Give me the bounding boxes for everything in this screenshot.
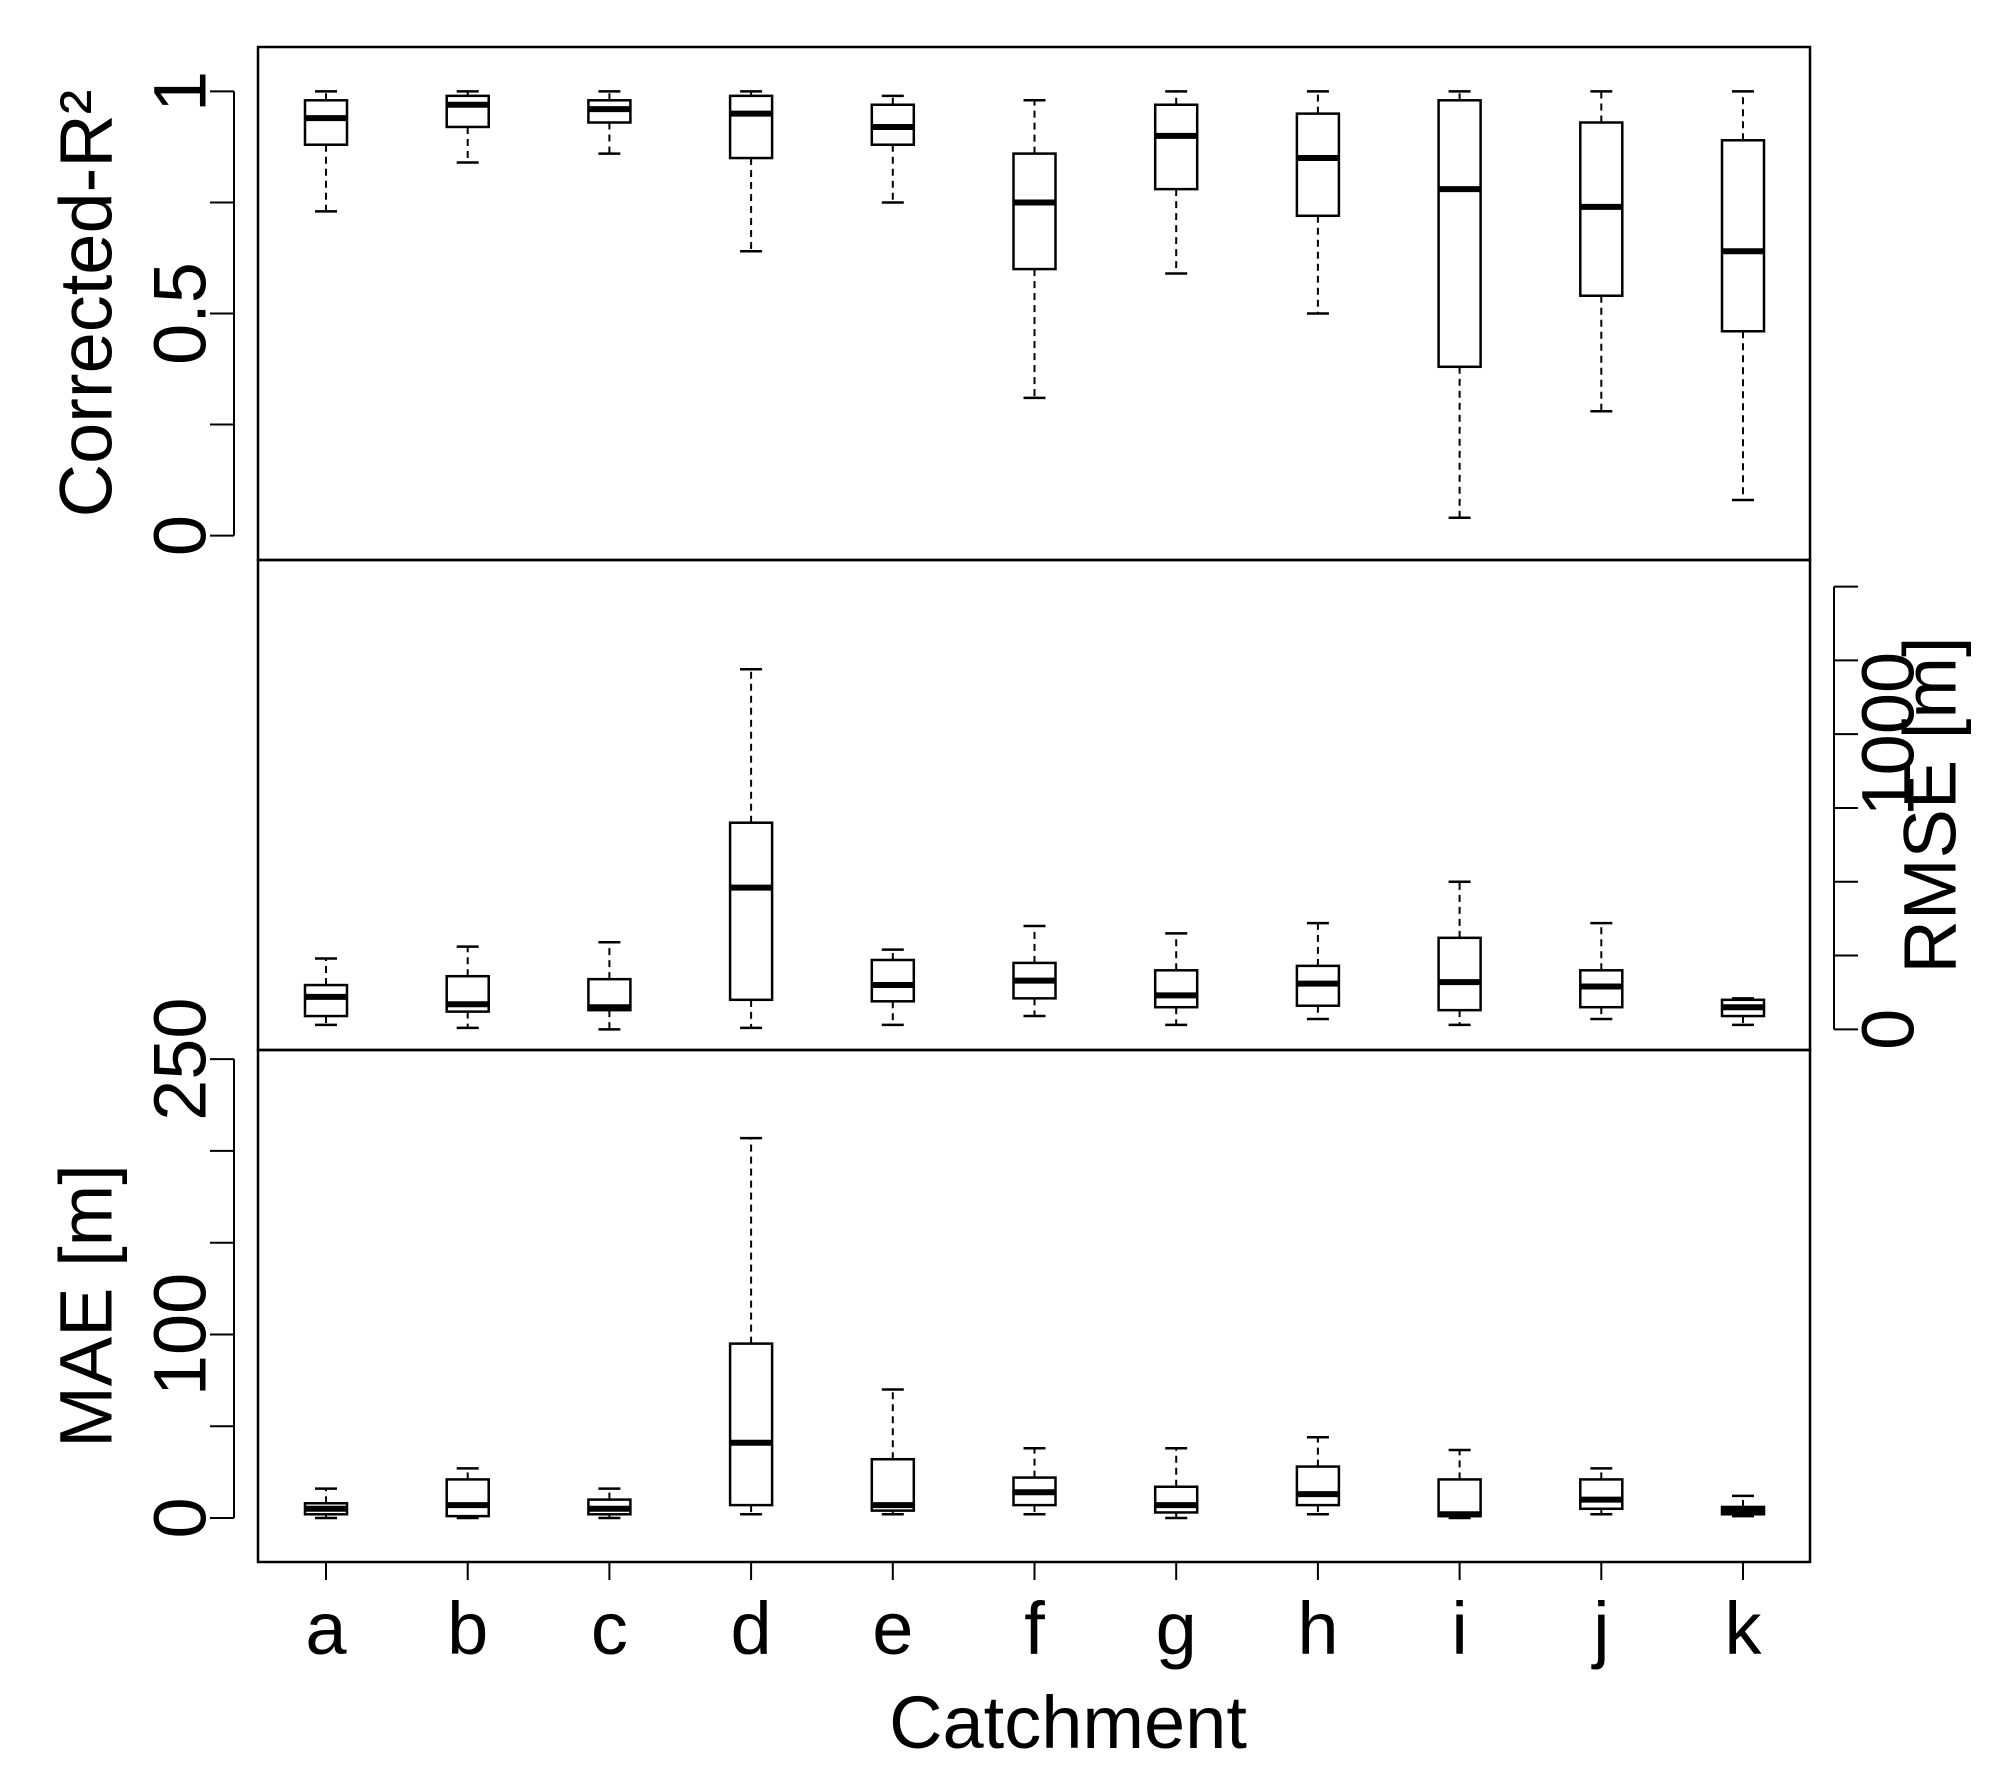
iqr-box: [445, 1478, 490, 1518]
box-mae-f: [1012, 1446, 1057, 1516]
box-mae-j: [1579, 1467, 1624, 1516]
iqr-box: [303, 983, 349, 1018]
box-r2-i: [1437, 90, 1482, 520]
iqr-box: [1437, 99, 1482, 369]
box-r2-a: [303, 90, 349, 213]
box-r2-j: [1579, 90, 1624, 413]
x-tick-label-j: j: [1591, 1587, 1609, 1670]
iqr-box: [1153, 1485, 1199, 1514]
iqr-box: [303, 99, 349, 146]
box-mae-g: [1153, 1446, 1199, 1520]
box-mae-h: [1295, 1435, 1341, 1516]
x-tick-label-b: b: [447, 1587, 488, 1670]
box-mae-k: [1720, 1494, 1766, 1518]
iqr-box: [728, 94, 774, 160]
iqr-box: [1295, 112, 1341, 218]
iqr-box: [1579, 1478, 1624, 1511]
boxes-layer: [303, 90, 1766, 1520]
iqr-box: [445, 94, 490, 129]
x-tick-label-i: i: [1451, 1587, 1467, 1670]
y-tick-label-mae: 0: [139, 1497, 222, 1538]
box-rmse-f: [1012, 924, 1057, 1018]
box-mae-d: [728, 1136, 774, 1516]
iqr-box: [1012, 152, 1057, 271]
x-tick-label-k: k: [1725, 1587, 1763, 1670]
box-r2-c: [587, 90, 632, 155]
box-mae-a: [303, 1487, 349, 1520]
iqr-box: [1295, 1465, 1341, 1507]
box-rmse-k: [1720, 997, 1766, 1027]
box-r2-h: [1295, 90, 1341, 315]
iqr-box: [1153, 969, 1199, 1009]
x-tick-label-c: c: [591, 1587, 628, 1670]
box-rmse-h: [1295, 921, 1341, 1021]
iqr-box: [1153, 103, 1199, 191]
box-mae-i: [1437, 1448, 1482, 1520]
iqr-box: [1720, 139, 1766, 333]
y-axis-title-r2: Corrected-R²: [45, 90, 128, 518]
y-tick-label-rmse: 1000: [1847, 652, 1930, 817]
axes-layer: [210, 90, 1858, 1580]
box-rmse-d: [728, 667, 774, 1030]
iqr-box: [870, 1457, 916, 1512]
box-rmse-g: [1153, 932, 1199, 1027]
x-tick-label-h: h: [1297, 1587, 1338, 1670]
box-r2-e: [870, 94, 916, 204]
box-mae-b: [445, 1467, 490, 1520]
box-mae-e: [870, 1388, 916, 1516]
box-mae-c: [587, 1487, 632, 1520]
iqr-box: [1437, 1478, 1482, 1518]
iqr-box: [1437, 936, 1482, 1012]
box-r2-g: [1153, 90, 1199, 275]
x-tick-label-a: a: [305, 1587, 347, 1670]
y-tick-label-r2: 0.5: [139, 262, 222, 365]
box-r2-f: [1012, 99, 1057, 400]
x-tick-label-f: f: [1024, 1587, 1045, 1670]
iqr-box: [870, 958, 916, 1003]
box-r2-k: [1720, 90, 1766, 502]
box-rmse-c: [587, 941, 632, 1031]
box-rmse-e: [870, 948, 916, 1027]
y-axis-title-rmse: RMSE [m]: [1889, 636, 1972, 973]
y-tick-label-r2: 0: [139, 515, 222, 556]
y-tick-label-r2: 1: [139, 71, 222, 112]
box-rmse-i: [1437, 880, 1482, 1027]
box-r2-b: [445, 90, 490, 164]
box-r2-d: [728, 90, 774, 253]
x-tick-label-d: d: [731, 1587, 772, 1670]
iqr-box: [728, 1342, 774, 1507]
y-tick-label-mae: 250: [139, 997, 222, 1120]
y-tick-label-mae: 100: [139, 1273, 222, 1396]
y-tick-label-rmse: 0: [1847, 1009, 1930, 1050]
y-axis-title-mae: MAE [m]: [45, 1164, 128, 1448]
x-axis-title: Catchment: [889, 1681, 1247, 1764]
x-tick-label-e: e: [872, 1587, 913, 1670]
x-tick-label-g: g: [1156, 1587, 1197, 1670]
box-rmse-b: [445, 945, 490, 1030]
box-rmse-j: [1579, 921, 1624, 1021]
box-rmse-a: [303, 957, 349, 1027]
iqr-box: [728, 821, 774, 1002]
